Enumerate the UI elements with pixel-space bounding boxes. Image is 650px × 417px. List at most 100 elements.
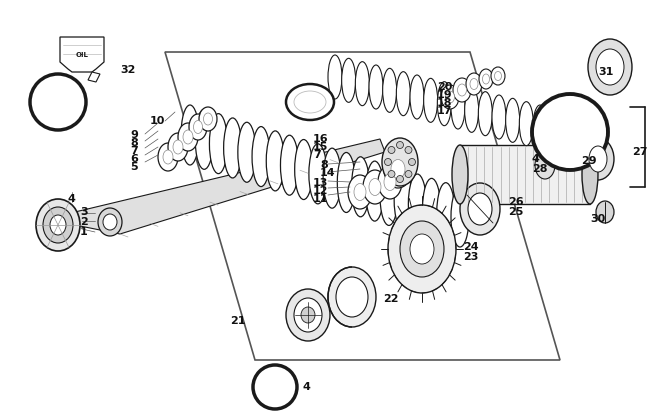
Ellipse shape bbox=[203, 113, 213, 125]
Circle shape bbox=[388, 171, 395, 178]
Ellipse shape bbox=[294, 140, 313, 199]
Text: 14: 14 bbox=[320, 168, 335, 178]
Ellipse shape bbox=[378, 165, 402, 199]
Ellipse shape bbox=[479, 69, 493, 89]
Text: 20: 20 bbox=[437, 82, 452, 92]
Text: OIL: OIL bbox=[75, 52, 88, 58]
Ellipse shape bbox=[199, 107, 217, 131]
Ellipse shape bbox=[422, 178, 441, 239]
Ellipse shape bbox=[294, 91, 326, 113]
Ellipse shape bbox=[181, 105, 199, 165]
Polygon shape bbox=[75, 139, 385, 234]
Text: 25: 25 bbox=[508, 207, 523, 217]
Ellipse shape bbox=[280, 135, 298, 195]
Ellipse shape bbox=[478, 92, 492, 136]
Ellipse shape bbox=[458, 84, 467, 96]
Ellipse shape bbox=[460, 183, 500, 235]
Text: 26: 26 bbox=[508, 197, 524, 207]
Text: 29: 29 bbox=[581, 156, 597, 166]
Text: 16: 16 bbox=[313, 134, 329, 144]
Ellipse shape bbox=[424, 78, 437, 122]
Ellipse shape bbox=[356, 62, 369, 106]
Circle shape bbox=[396, 176, 404, 183]
Ellipse shape bbox=[408, 174, 426, 234]
Ellipse shape bbox=[266, 131, 284, 191]
Ellipse shape bbox=[194, 121, 203, 133]
Ellipse shape bbox=[437, 82, 451, 126]
Ellipse shape bbox=[168, 133, 188, 161]
Ellipse shape bbox=[582, 138, 614, 180]
Ellipse shape bbox=[394, 170, 412, 230]
Ellipse shape bbox=[323, 148, 341, 208]
Text: 5: 5 bbox=[130, 162, 138, 172]
Text: 17: 17 bbox=[437, 106, 452, 116]
Ellipse shape bbox=[294, 298, 322, 332]
Ellipse shape bbox=[158, 143, 178, 171]
Text: 32: 32 bbox=[120, 65, 135, 75]
Ellipse shape bbox=[183, 130, 193, 144]
Ellipse shape bbox=[36, 199, 80, 251]
Circle shape bbox=[405, 171, 412, 178]
Text: 8: 8 bbox=[320, 160, 328, 170]
Ellipse shape bbox=[103, 214, 117, 230]
Text: 4: 4 bbox=[532, 154, 540, 164]
Circle shape bbox=[385, 158, 391, 166]
Ellipse shape bbox=[173, 140, 183, 154]
Ellipse shape bbox=[354, 183, 366, 201]
Text: 24: 24 bbox=[463, 242, 478, 252]
Ellipse shape bbox=[98, 208, 122, 236]
Text: 28: 28 bbox=[532, 164, 547, 174]
Ellipse shape bbox=[382, 138, 418, 186]
Ellipse shape bbox=[589, 146, 607, 172]
Ellipse shape bbox=[286, 289, 330, 341]
Text: 23: 23 bbox=[463, 252, 478, 262]
Text: 1: 1 bbox=[80, 227, 88, 237]
Circle shape bbox=[532, 94, 608, 170]
Ellipse shape bbox=[252, 127, 270, 186]
Ellipse shape bbox=[328, 267, 376, 327]
Text: 31: 31 bbox=[598, 67, 614, 77]
Ellipse shape bbox=[588, 39, 632, 95]
Ellipse shape bbox=[470, 78, 478, 90]
Text: 4: 4 bbox=[303, 382, 311, 392]
Polygon shape bbox=[88, 72, 100, 82]
Ellipse shape bbox=[519, 102, 533, 146]
Ellipse shape bbox=[366, 161, 384, 221]
Circle shape bbox=[30, 74, 86, 130]
Ellipse shape bbox=[506, 98, 519, 142]
Text: 7: 7 bbox=[130, 146, 138, 156]
Text: 7: 7 bbox=[313, 150, 320, 160]
Ellipse shape bbox=[391, 159, 405, 178]
Ellipse shape bbox=[238, 122, 256, 182]
Ellipse shape bbox=[400, 221, 444, 277]
Text: 18: 18 bbox=[437, 98, 452, 108]
Circle shape bbox=[253, 365, 297, 409]
Ellipse shape bbox=[43, 207, 73, 243]
Text: 22: 22 bbox=[383, 294, 398, 304]
Text: 30: 30 bbox=[590, 214, 605, 224]
Text: 21: 21 bbox=[230, 316, 246, 326]
Ellipse shape bbox=[195, 109, 213, 169]
Text: 12: 12 bbox=[313, 186, 328, 196]
Text: 19: 19 bbox=[437, 90, 452, 100]
Text: 2: 2 bbox=[80, 217, 88, 227]
Ellipse shape bbox=[163, 150, 173, 164]
Polygon shape bbox=[460, 145, 590, 204]
Ellipse shape bbox=[189, 114, 207, 140]
Ellipse shape bbox=[437, 183, 455, 243]
Ellipse shape bbox=[336, 277, 368, 317]
Ellipse shape bbox=[396, 72, 410, 116]
Ellipse shape bbox=[466, 73, 482, 95]
Ellipse shape bbox=[388, 205, 456, 293]
Ellipse shape bbox=[209, 114, 228, 173]
Ellipse shape bbox=[453, 78, 471, 102]
Ellipse shape bbox=[596, 49, 624, 85]
Text: 4: 4 bbox=[68, 194, 76, 204]
Ellipse shape bbox=[342, 58, 356, 102]
Ellipse shape bbox=[337, 153, 356, 213]
Ellipse shape bbox=[482, 74, 489, 84]
Ellipse shape bbox=[369, 65, 383, 109]
Ellipse shape bbox=[582, 145, 598, 204]
Ellipse shape bbox=[348, 175, 372, 209]
Text: 6: 6 bbox=[130, 154, 138, 164]
